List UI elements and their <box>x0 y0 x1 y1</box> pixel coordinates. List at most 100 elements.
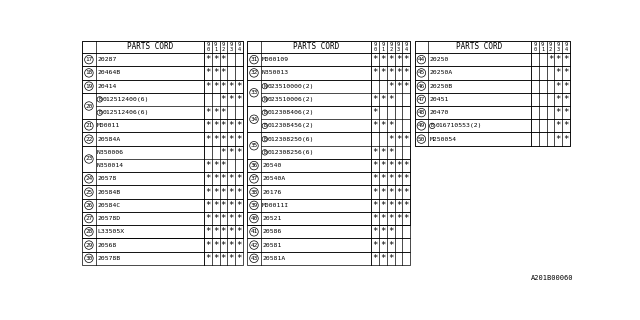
Text: *: * <box>388 254 394 263</box>
Text: 46: 46 <box>418 84 425 89</box>
Text: *: * <box>380 148 386 157</box>
Bar <box>415 106 570 119</box>
Text: *: * <box>221 214 226 223</box>
Text: L33505X: L33505X <box>97 229 124 234</box>
Bar <box>83 66 243 79</box>
Circle shape <box>84 241 93 249</box>
Text: 31: 31 <box>250 57 258 62</box>
Text: *: * <box>396 188 401 196</box>
Circle shape <box>250 161 259 170</box>
Text: *: * <box>372 161 378 170</box>
Text: 012512406(6): 012512406(6) <box>103 110 149 115</box>
Text: N: N <box>263 97 266 102</box>
Text: *: * <box>236 148 241 157</box>
Text: 19: 19 <box>85 84 93 89</box>
Text: *: * <box>205 214 211 223</box>
Text: *: * <box>556 121 561 130</box>
Text: *: * <box>563 68 568 77</box>
Text: *: * <box>213 201 218 210</box>
Text: *: * <box>396 214 401 223</box>
Circle shape <box>262 110 268 115</box>
Text: *: * <box>228 227 234 236</box>
Text: *: * <box>388 68 394 77</box>
Text: 9
4: 9 4 <box>237 42 241 52</box>
Bar <box>415 93 570 106</box>
Text: *: * <box>228 121 234 130</box>
Text: 49: 49 <box>418 124 425 128</box>
Bar <box>83 225 243 238</box>
Text: *: * <box>236 95 241 104</box>
Text: PARTS CORD: PARTS CORD <box>293 42 339 52</box>
Bar <box>83 146 243 172</box>
Text: *: * <box>221 241 226 250</box>
Text: *: * <box>404 214 409 223</box>
Text: 012308456(2): 012308456(2) <box>268 124 314 128</box>
Bar <box>83 41 243 238</box>
Text: *: * <box>380 201 386 210</box>
Text: 20581A: 20581A <box>262 256 285 261</box>
Bar <box>83 41 243 53</box>
Text: *: * <box>372 201 378 210</box>
Text: 35: 35 <box>250 143 258 148</box>
Text: *: * <box>221 254 226 263</box>
Text: 38: 38 <box>250 189 258 195</box>
Circle shape <box>250 214 259 223</box>
Text: PARTS CORD: PARTS CORD <box>127 42 173 52</box>
Text: 33: 33 <box>250 90 258 95</box>
Text: *: * <box>213 135 218 144</box>
Circle shape <box>250 201 259 210</box>
Text: *: * <box>236 254 241 263</box>
Text: *: * <box>388 214 394 223</box>
Text: *: * <box>556 108 561 117</box>
Text: *: * <box>213 82 218 91</box>
Circle shape <box>262 136 268 142</box>
Text: 012308250(6): 012308250(6) <box>268 137 314 142</box>
Text: *: * <box>228 254 234 263</box>
Text: N: N <box>263 84 266 89</box>
Bar <box>415 79 570 93</box>
Bar <box>415 132 570 146</box>
Text: 012512400(6): 012512400(6) <box>103 97 149 102</box>
Text: *: * <box>228 95 234 104</box>
Text: 9
0: 9 0 <box>206 42 209 52</box>
Text: *: * <box>380 95 386 104</box>
Text: *: * <box>213 227 218 236</box>
Circle shape <box>250 69 259 77</box>
Text: *: * <box>388 201 394 210</box>
Text: M250054: M250054 <box>429 137 457 142</box>
Text: *: * <box>205 174 211 183</box>
Text: *: * <box>556 135 561 144</box>
Text: 50: 50 <box>418 137 425 142</box>
Circle shape <box>250 228 259 236</box>
Text: *: * <box>205 135 211 144</box>
Text: *: * <box>404 135 409 144</box>
Text: *: * <box>228 82 234 91</box>
Text: 9
4: 9 4 <box>564 42 568 52</box>
Text: 41: 41 <box>250 229 258 234</box>
Text: *: * <box>388 241 394 250</box>
Text: *: * <box>213 68 218 77</box>
Text: *: * <box>372 55 378 64</box>
Circle shape <box>417 95 426 104</box>
Text: *: * <box>221 55 226 64</box>
Text: *: * <box>380 121 386 130</box>
Text: 20568: 20568 <box>97 243 116 248</box>
Text: *: * <box>396 55 401 64</box>
Text: *: * <box>404 174 409 183</box>
Text: *: * <box>205 82 211 91</box>
Circle shape <box>250 115 259 124</box>
Circle shape <box>417 69 426 77</box>
Text: 023510000(2): 023510000(2) <box>268 84 314 89</box>
Text: 21: 21 <box>85 124 93 128</box>
Bar <box>248 238 410 252</box>
Bar <box>248 186 410 199</box>
Text: *: * <box>548 55 553 64</box>
Text: *: * <box>380 161 386 170</box>
Text: 20578D: 20578D <box>97 216 120 221</box>
Text: N350014: N350014 <box>97 163 124 168</box>
Text: *: * <box>213 55 218 64</box>
Text: *: * <box>380 174 386 183</box>
Text: 20464B: 20464B <box>97 70 120 76</box>
Circle shape <box>97 110 102 115</box>
Text: 9
2: 9 2 <box>389 42 392 52</box>
